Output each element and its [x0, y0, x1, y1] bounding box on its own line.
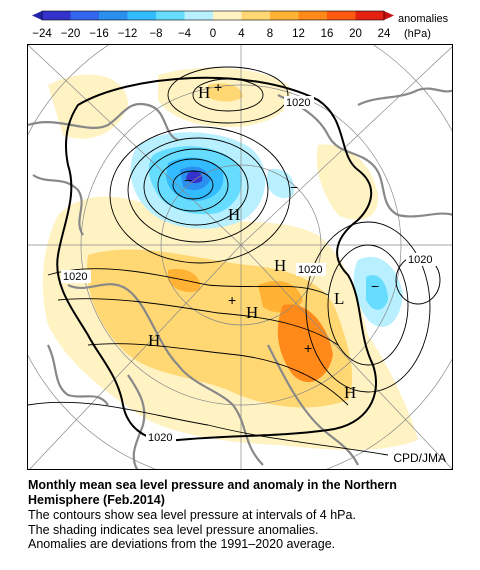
contour-label: 1020: [148, 432, 172, 444]
caption-line: The shading indicates sea level pressure…: [28, 522, 319, 537]
colorbar-tick-label: −24: [32, 28, 52, 40]
colorbar-ticks: −24 −20 −16 −12 −8 −4 0 4 8 12 16 20 24: [32, 28, 391, 40]
colorbar-tick-label: 12: [292, 28, 305, 40]
low-pressure-mark: L: [334, 289, 344, 308]
contour-label: 1020: [63, 271, 87, 283]
map-caption: Monthly mean sea level pressure and anom…: [28, 478, 468, 552]
high-pressure-mark: H: [274, 256, 286, 275]
colorbar-swatch: [127, 11, 157, 20]
svg-text:+: +: [304, 340, 312, 356]
colorbar-tick-label: 24: [378, 28, 391, 40]
contour-labels: 1020 1020 1020 1020 1020: [61, 96, 436, 444]
map-canvas: 1020 1020 1020 1020 1020 H H H H H H L L: [28, 45, 452, 469]
colorbar-tick-label: −16: [89, 28, 109, 40]
sea-level-pressure-map: 1020 1020 1020 1020 1020 H H H H H H L L: [27, 44, 453, 470]
colorbar-tick-label: 16: [321, 28, 334, 40]
colorbar-unit-label: anomalies: [398, 13, 449, 25]
contour-label: 1020: [408, 254, 432, 266]
colorbar-tick-label: −12: [118, 28, 138, 40]
colorbar-unit: (hPa): [404, 28, 431, 40]
colorbar-tick-label: −4: [178, 28, 192, 40]
caption-title: Monthly mean sea level pressure and anom…: [28, 478, 397, 507]
svg-text:−: −: [184, 172, 192, 188]
high-pressure-mark: H: [148, 331, 160, 350]
colorbar-tick-label: −8: [149, 28, 162, 40]
colorbar-swatch: [355, 11, 385, 20]
colorbar-swatch: [327, 11, 356, 20]
high-pressure-mark: H: [246, 303, 258, 322]
high-pressure-mark: H: [228, 205, 240, 224]
colorbar-swatches: [32, 10, 394, 21]
caption-line: Anomalies are deviations from the 1991–2…: [28, 537, 336, 551]
caption-line: The contours show sea level pressure at …: [28, 508, 356, 522]
anomaly-shading-negative: [130, 132, 403, 327]
colorbar-swatch: [184, 11, 214, 20]
map-credit: CPD/JMA: [393, 451, 446, 465]
isobar-1020: [56, 76, 377, 442]
colorbar-upper-extension: [384, 11, 394, 20]
contour-label: 1020: [298, 264, 322, 276]
colorbar-swatch: [270, 11, 299, 20]
anomaly-shading-moderate: [87, 83, 353, 408]
isobars: [28, 66, 441, 456]
colorbar-swatch: [241, 11, 271, 20]
colorbar-swatch: [99, 11, 128, 20]
colorbar-lower-extension: [32, 11, 42, 20]
colorbar-swatch: [213, 11, 242, 20]
svg-text:+: +: [228, 292, 236, 308]
coastlines: [28, 87, 452, 469]
colorbar-swatch: [70, 11, 100, 20]
anomaly-center-markers: + − − + + −: [184, 79, 379, 356]
svg-text:−: −: [371, 278, 379, 294]
colorbar-tick-label: 4: [238, 28, 245, 40]
colorbar-swatch: [156, 11, 185, 20]
colorbar-swatch: [298, 11, 328, 20]
graticule: [28, 45, 452, 469]
pressure-centers: H H H H H H L L: [148, 83, 356, 402]
colorbar-tick-label: 8: [267, 28, 273, 40]
svg-text:+: +: [214, 79, 222, 95]
colorbar-tick-label: 0: [210, 28, 216, 40]
colorbar-tick-label: 20: [349, 28, 362, 40]
contour-label: 1020: [286, 97, 310, 109]
colorbar-tick-label: −20: [61, 28, 81, 40]
high-pressure-mark: H: [344, 383, 356, 402]
high-pressure-mark: H: [198, 83, 210, 102]
svg-text:−: −: [290, 179, 298, 195]
anomaly-colorbar: −24 −20 −16 −12 −8 −4 0 4 8 12 16 20 24 anomalies (h…: [32, 10, 449, 40]
colorbar-swatch: [42, 11, 71, 20]
